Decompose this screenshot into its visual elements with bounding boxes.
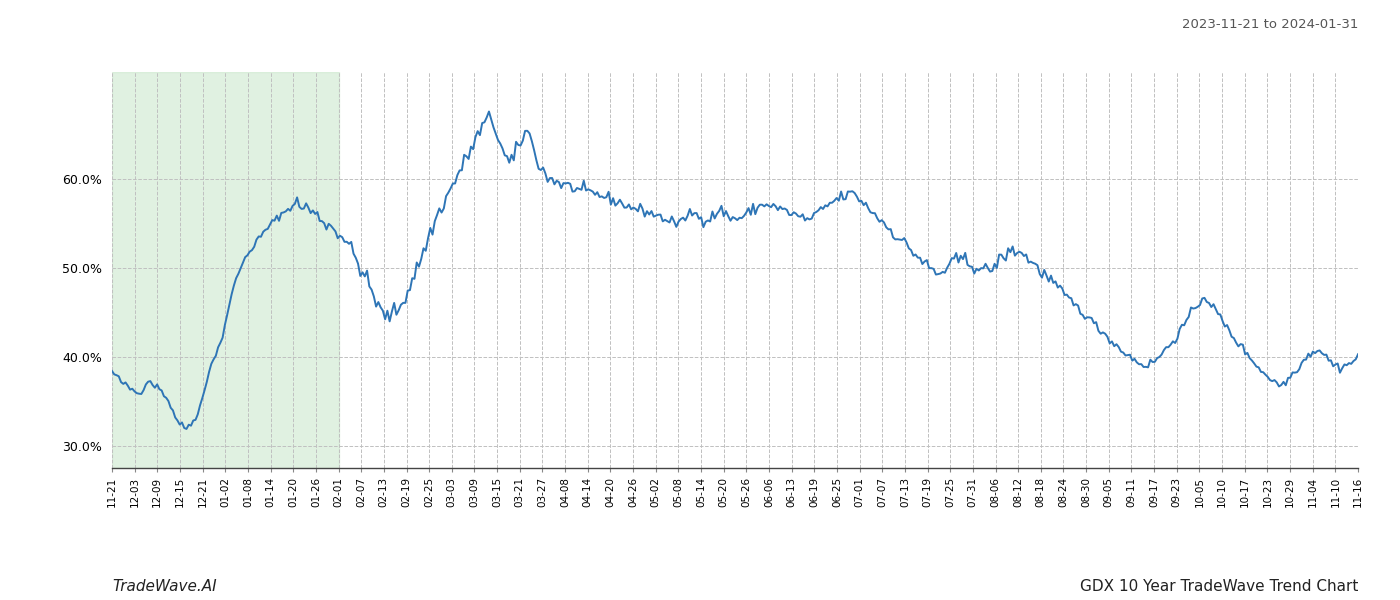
Bar — [112, 72, 339, 468]
Text: 2023-11-21 to 2024-01-31: 2023-11-21 to 2024-01-31 — [1182, 18, 1358, 31]
Text: GDX 10 Year TradeWave Trend Chart: GDX 10 Year TradeWave Trend Chart — [1079, 579, 1358, 594]
Text: TradeWave.AI: TradeWave.AI — [112, 579, 217, 594]
